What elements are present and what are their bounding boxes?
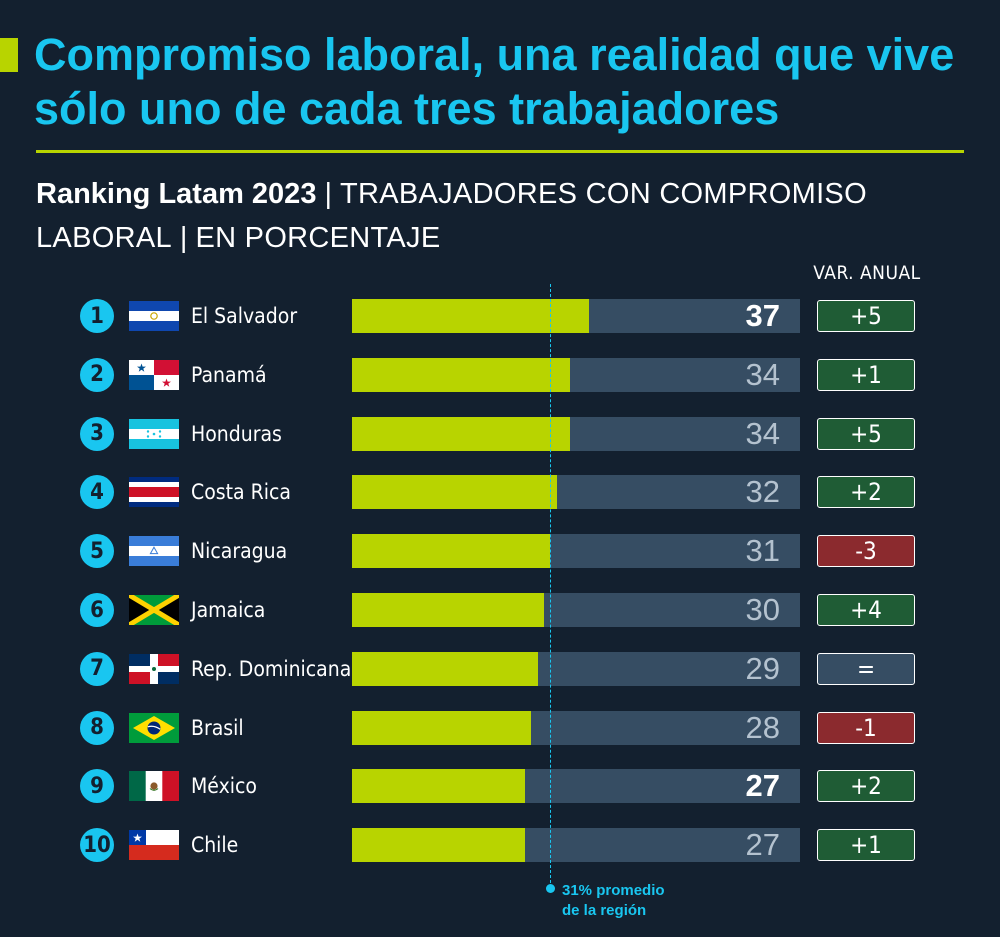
country-label: Honduras (191, 421, 282, 446)
bar-track: 34 (352, 415, 800, 451)
var-anual-badge: -3 (817, 535, 915, 568)
var-anual-badge: +2 (817, 476, 915, 509)
bar-fill (352, 828, 525, 863)
value-label: 27 (745, 827, 780, 863)
bar-track: 34 (352, 356, 800, 392)
country-label: México (191, 774, 257, 799)
ranking-row: 6 Jamaica 30 +4 (0, 593, 1000, 627)
var-anual-badge: +2 (817, 770, 915, 803)
rank-badge: 2 (80, 357, 114, 392)
average-label-line1: 31% promedio (562, 882, 665, 899)
var-anual-badge: -1 (817, 711, 915, 744)
average-label: 31% promedio de la región (562, 881, 665, 921)
bar-track: 27 (352, 827, 800, 863)
bar-track: 30 (352, 593, 800, 627)
rank-badge: 7 (80, 651, 114, 686)
country-label: Chile (191, 833, 239, 858)
value-label: 34 (745, 415, 780, 451)
chart-subtitle: Ranking Latam 2023 | TRABAJADORES CON COMP… (36, 172, 976, 260)
dominican-republic-flag-icon (129, 653, 179, 684)
bar-track: 32 (352, 474, 800, 510)
ranking-row: 5 Nicaragua 31 -3 (0, 533, 1000, 569)
subtitle-separator: | (179, 222, 188, 254)
average-line (550, 284, 552, 888)
bar-fill (352, 475, 557, 510)
rank-badge: 10 (80, 828, 114, 863)
bar-fill (352, 357, 570, 392)
country-label: El Salvador (191, 304, 298, 328)
ranking-row: 4 Costa Rica 32 +2 (0, 474, 1000, 510)
el-salvador-flag-icon (129, 301, 179, 331)
var-anual-badge: +4 (817, 594, 915, 626)
bar-fill (352, 651, 538, 686)
value-label: 34 (745, 356, 780, 392)
country-label: Jamaica (191, 598, 266, 622)
honduras-flag-icon (129, 418, 179, 449)
rank-badge: 1 (80, 299, 114, 333)
ranking-row: 2 Panamá 34 +1 (0, 356, 1000, 392)
ranking-row: 10 Chile 27 +1 (0, 827, 1000, 863)
var-anual-badge: +5 (817, 300, 915, 332)
var-anual-badge: = (817, 652, 915, 685)
bar-fill (352, 593, 544, 627)
country-label: Rep. Dominicana (191, 656, 352, 681)
rank-badge: 5 (80, 534, 114, 569)
var-anual-header: VAR. ANUAL (813, 262, 921, 284)
value-label: 37 (745, 298, 780, 333)
brazil-flag-icon (129, 712, 179, 743)
bar-fill (352, 416, 570, 451)
ranking-row: 1 El Salvador 37 +5 (0, 299, 1000, 333)
rank-badge: 4 (80, 475, 114, 510)
subtitle-separator: | (324, 178, 332, 210)
ranking-row: 8 Brasil 28 -1 (0, 709, 1000, 745)
title-divider (36, 150, 964, 153)
rank-badge: 9 (80, 769, 114, 804)
ranking-row: 7 Rep. Dominicana 29 = (0, 650, 1000, 686)
subtitle-strong: Ranking Latam 2023 (36, 178, 317, 210)
country-label: Costa Rica (191, 480, 291, 505)
ranking-row: 3 Honduras 34 +5 (0, 415, 1000, 451)
rank-badge: 3 (80, 416, 114, 451)
bar-track: 27 (352, 768, 800, 804)
value-label: 29 (745, 650, 780, 686)
var-anual-badge: +5 (817, 417, 915, 450)
panama-flag-icon (129, 359, 179, 390)
subtitle-part1: TRABAJADORES CON COMPROMISO LABORAL (36, 178, 867, 254)
bar-fill (352, 299, 589, 333)
var-anual-badge: +1 (817, 358, 915, 391)
ranking-row: 9 México 27 +2 (0, 768, 1000, 804)
value-label: 30 (745, 592, 780, 627)
value-label: 27 (745, 768, 780, 804)
rank-badge: 8 (80, 710, 114, 745)
bar-fill (352, 769, 525, 804)
bar-fill (352, 710, 532, 745)
jamaica-flag-icon (129, 595, 179, 625)
bar-fill (352, 534, 551, 569)
average-marker (545, 884, 555, 893)
value-label: 32 (745, 474, 780, 510)
country-label: Nicaragua (191, 539, 288, 564)
bar-track: 29 (352, 650, 800, 686)
country-label: Panamá (191, 362, 267, 387)
rank-badge: 6 (80, 593, 114, 627)
bar-track: 31 (352, 533, 800, 569)
page-title: Compromiso laboral, una realidad que viv… (34, 29, 955, 134)
title-accent-tab (0, 38, 18, 72)
bar-track: 37 (352, 299, 800, 333)
average-label-line2: de la región (562, 902, 647, 919)
subtitle-part2: EN PORCENTAJE (195, 222, 441, 254)
nicaragua-flag-icon (129, 536, 179, 567)
bar-track: 28 (352, 709, 800, 745)
mexico-flag-icon (129, 771, 179, 802)
value-label: 28 (745, 709, 780, 745)
country-label: Brasil (191, 715, 244, 740)
value-label: 31 (745, 533, 780, 569)
chile-flag-icon (129, 830, 179, 861)
var-anual-badge: +1 (817, 829, 915, 862)
costa-rica-flag-icon (129, 477, 179, 508)
